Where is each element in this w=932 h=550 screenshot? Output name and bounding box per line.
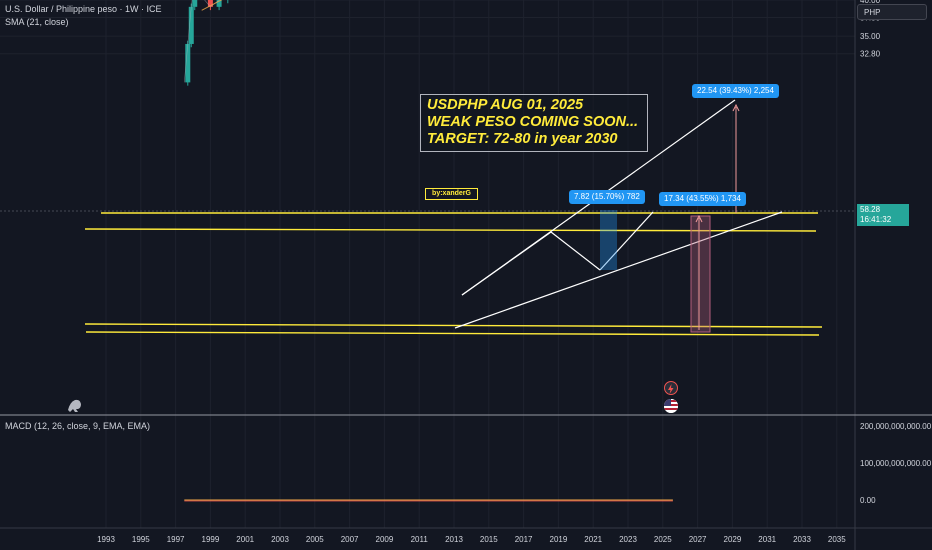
time-tick-label: 2017 [515, 535, 533, 544]
macd-tick-label: 0.00 [860, 496, 876, 505]
sma-line [201, 0, 223, 11]
time-tick-label: 2019 [550, 535, 568, 544]
horizontal-level-line [85, 331, 820, 336]
price-candle [188, 6, 194, 44]
time-tick-label: 2033 [793, 535, 811, 544]
time-tick-label: 2013 [445, 535, 463, 544]
last-price-badge: 58.28 16:41:32 [857, 204, 909, 226]
price-candle [207, 0, 213, 7]
measure-tag-top[interactable]: 22.54 (39.43%) 2,254 [692, 84, 779, 98]
last-price: 58.28 [860, 205, 881, 214]
time-tick-label: 2007 [341, 535, 359, 544]
symbol-title: U.S. Dollar / Philippine peso · 1W · ICE [5, 4, 162, 14]
annotation-note[interactable]: USDPHP AUG 01, 2025 WEAK PESO COMING SOO… [420, 94, 648, 152]
grid [0, 0, 855, 528]
annotation-line-2: WEAK PESO COMING SOON... [427, 114, 639, 130]
sma-layer [201, 0, 223, 11]
time-tick-label: 1993 [97, 535, 115, 544]
time-tick-label: 2009 [376, 535, 394, 544]
trendline [461, 231, 552, 296]
price-tick-label: 40.00 [860, 0, 881, 5]
measure-arrow-head-right [695, 214, 703, 223]
measure-rect-right [690, 215, 711, 333]
time-tick-label: 2005 [306, 535, 324, 544]
time-tick-label: 1999 [202, 535, 220, 544]
macd-layer [184, 499, 673, 502]
time-axis-ticks: 1993 1995 1997 1999 2001 2003 2005 2007 2009 2011… [97, 535, 846, 544]
measure-arrow-head-top [732, 103, 740, 112]
annotation-line-3: TARGET: 72-80 in year 2030 [427, 131, 618, 147]
trendline [599, 211, 654, 271]
author-label: by:xanderG [425, 188, 478, 200]
time-tick-label: 1997 [167, 535, 185, 544]
time-tick-label: 2023 [619, 535, 637, 544]
time-tick-label: 2011 [411, 535, 429, 544]
measure-rectangles [600, 103, 740, 333]
price-candles [184, 0, 229, 86]
horizontal-level-line [84, 228, 817, 232]
macd-indicator-label[interactable]: MACD (12, 26, close, 9, EMA, EMA) [5, 421, 151, 431]
time-tick-label: 2021 [584, 535, 602, 544]
price-tick-label: 32.80 [860, 50, 881, 59]
time-tick-label: 2001 [236, 535, 254, 544]
annotation-line-1: USDPHP AUG 01, 2025 [427, 97, 584, 113]
time-tick-label: 2029 [724, 535, 742, 544]
measure-tag-right[interactable]: 17.34 (43.55%) 1,734 [659, 192, 746, 206]
price-tick-label: 35.00 [860, 32, 881, 41]
price-candle [185, 43, 191, 83]
price-candle [216, 0, 222, 7]
price-candle [192, 0, 198, 7]
bar-countdown: 16:41:32 [860, 215, 892, 224]
macd-tick-label: 200,000,000,000.00 [860, 422, 932, 431]
time-tick-label: 2015 [480, 535, 498, 544]
us-flag-icon[interactable] [664, 399, 678, 413]
time-tick-label: 2027 [689, 535, 707, 544]
trendline [550, 231, 601, 271]
time-tick-label: 1995 [132, 535, 150, 544]
macd-axis-ticks: 200,000,000,000.00 100,000,000,000.00 0.00 [860, 422, 932, 505]
horizontal-levels [0, 210, 855, 336]
tradingview-logo-icon [68, 399, 81, 412]
time-tick-label: 2035 [828, 535, 846, 544]
lightning-icon[interactable] [664, 381, 678, 395]
time-tick-label: 2003 [271, 535, 289, 544]
measure-rect-left [600, 210, 617, 270]
macd-tick-label: 100,000,000,000.00 [860, 459, 932, 468]
time-tick-label: 2031 [758, 535, 776, 544]
price-series-line [184, 0, 220, 83]
time-tick-label: 2025 [654, 535, 672, 544]
currency-selector[interactable]: PHP [857, 4, 927, 20]
measure-tag-left[interactable]: 7.82 (15.70%) 782 [569, 190, 645, 204]
trendline [454, 211, 783, 329]
sma-indicator-label[interactable]: SMA (21, close) [5, 17, 69, 27]
